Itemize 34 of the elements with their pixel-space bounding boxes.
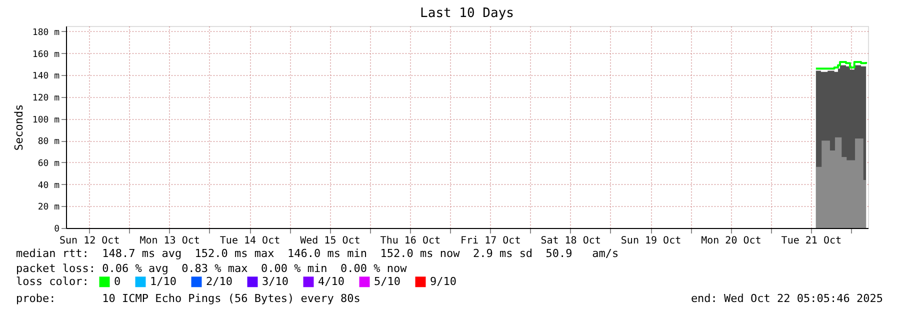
x-tick-label: Tue 21 Oct bbox=[781, 236, 842, 246]
legend-label: 3/10 bbox=[262, 274, 288, 288]
legend-label: 0 bbox=[114, 274, 121, 288]
y-tick-label: 140 m bbox=[32, 72, 60, 82]
y-tick-label: 180 m bbox=[32, 28, 60, 38]
x-tick-label: Tue 14 Oct bbox=[220, 236, 280, 246]
x-tick-label: Sun 19 Oct bbox=[620, 236, 682, 246]
text: end: Wed Oct 22 05:05:46 2025 bbox=[690, 292, 883, 305]
y-tick-label: 100 m bbox=[32, 115, 60, 126]
y-axis-title: Seconds bbox=[12, 104, 26, 151]
legend-title: loss color: bbox=[16, 275, 89, 288]
x-tick-label: Sun 12 Oct bbox=[60, 236, 120, 246]
y-tick-label: 60 m bbox=[38, 158, 60, 169]
x-tick-label: Mon 20 Oct bbox=[701, 236, 762, 246]
text: probe: 10 ICMP Echo Pings (56 Bytes) every 80s bbox=[16, 292, 360, 305]
y-tick-label: 120 m bbox=[32, 93, 60, 104]
text: packet loss: 0.06 % avg 0.83 % max 0.00 % min 0.00 % now bbox=[16, 262, 408, 275]
x-tick-label: Sat 18 Oct bbox=[540, 236, 601, 246]
y-tick-label: 40 m bbox=[38, 180, 60, 191]
y-tick-label: 160 m bbox=[32, 50, 60, 60]
x-tick-label: Wed 15 Oct bbox=[300, 236, 360, 246]
y-tick-label: 20 m bbox=[38, 202, 60, 213]
legend-label: 9/10 bbox=[430, 274, 456, 288]
x-tick-label: Fri 17 Oct bbox=[460, 236, 521, 246]
y-tick-label: 80 m bbox=[38, 137, 60, 148]
text: median rtt: 148.7 ms avg 152.0 ms max 146.0 ms min 152.0 ms now 2.9 ms sd 50.9 am/s bbox=[16, 247, 619, 260]
x-tick-label: Thu 16 Oct bbox=[380, 236, 441, 246]
y-tick-label: 0 bbox=[54, 224, 60, 234]
legend-label: 2/10 bbox=[206, 274, 232, 288]
x-tick-label: Mon 13 Oct bbox=[140, 236, 200, 246]
legend-label: 4/10 bbox=[318, 274, 344, 288]
chart-title: Last 10 Days bbox=[420, 6, 514, 21]
legend-label: 1/10 bbox=[150, 274, 176, 288]
legend-label: 5/10 bbox=[374, 274, 400, 288]
